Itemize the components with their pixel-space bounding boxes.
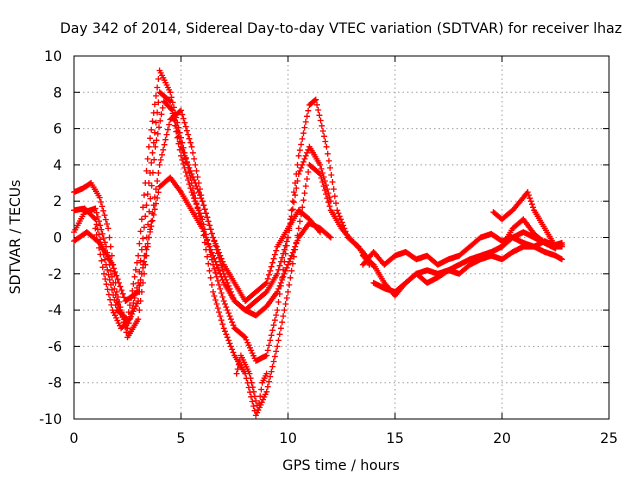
x-tick-label: 5 [177,431,186,447]
series-track-6 [233,352,270,413]
x-tick-label: 15 [386,431,404,447]
y-tick-label: 10 [44,49,62,65]
x-tick-label: 0 [70,431,79,447]
x-tick-label: 25 [600,431,618,447]
y-axis-label: SDTVAR / TECUs [8,180,24,295]
y-tick-label: 8 [53,85,62,101]
series-markers [71,67,377,419]
y-tick-label: -6 [48,339,62,355]
series-markers [92,98,334,332]
series-track-5 [71,174,334,319]
y-tick-label: -2 [48,267,62,283]
x-tick-label: 10 [279,431,297,447]
y-tick-labels: -10 -8 -6 -4 -2 0 2 4 6 8 10 [39,49,62,428]
series-markers [233,352,270,413]
y-tick-label: -8 [48,376,62,392]
x-tick-labels: 0 5 10 15 20 25 [70,431,618,447]
series-markers [499,216,559,252]
y-tick-label: 2 [53,194,62,210]
y-tick-label: 6 [53,122,62,138]
data-series [71,67,565,419]
series-markers [370,243,565,295]
series-track-3 [92,98,334,332]
series-markers [71,174,334,319]
y-tick-label: -4 [48,303,62,319]
y-tick-label: 4 [53,158,62,174]
series-track-9 [370,243,565,295]
y-tick-label: 0 [53,231,62,247]
series-track-4 [71,107,324,341]
x-axis-label: GPS time / hours [282,458,399,474]
series-track-2 [71,67,377,419]
chart-title: Day 342 of 2014, Sidereal Day-to-day VTE… [60,21,622,37]
x-tick-label: 20 [493,431,511,447]
axis-ticks [73,55,610,420]
series-track-11 [499,216,559,252]
y-tick-label: -10 [39,412,62,428]
series-markers [71,107,324,341]
